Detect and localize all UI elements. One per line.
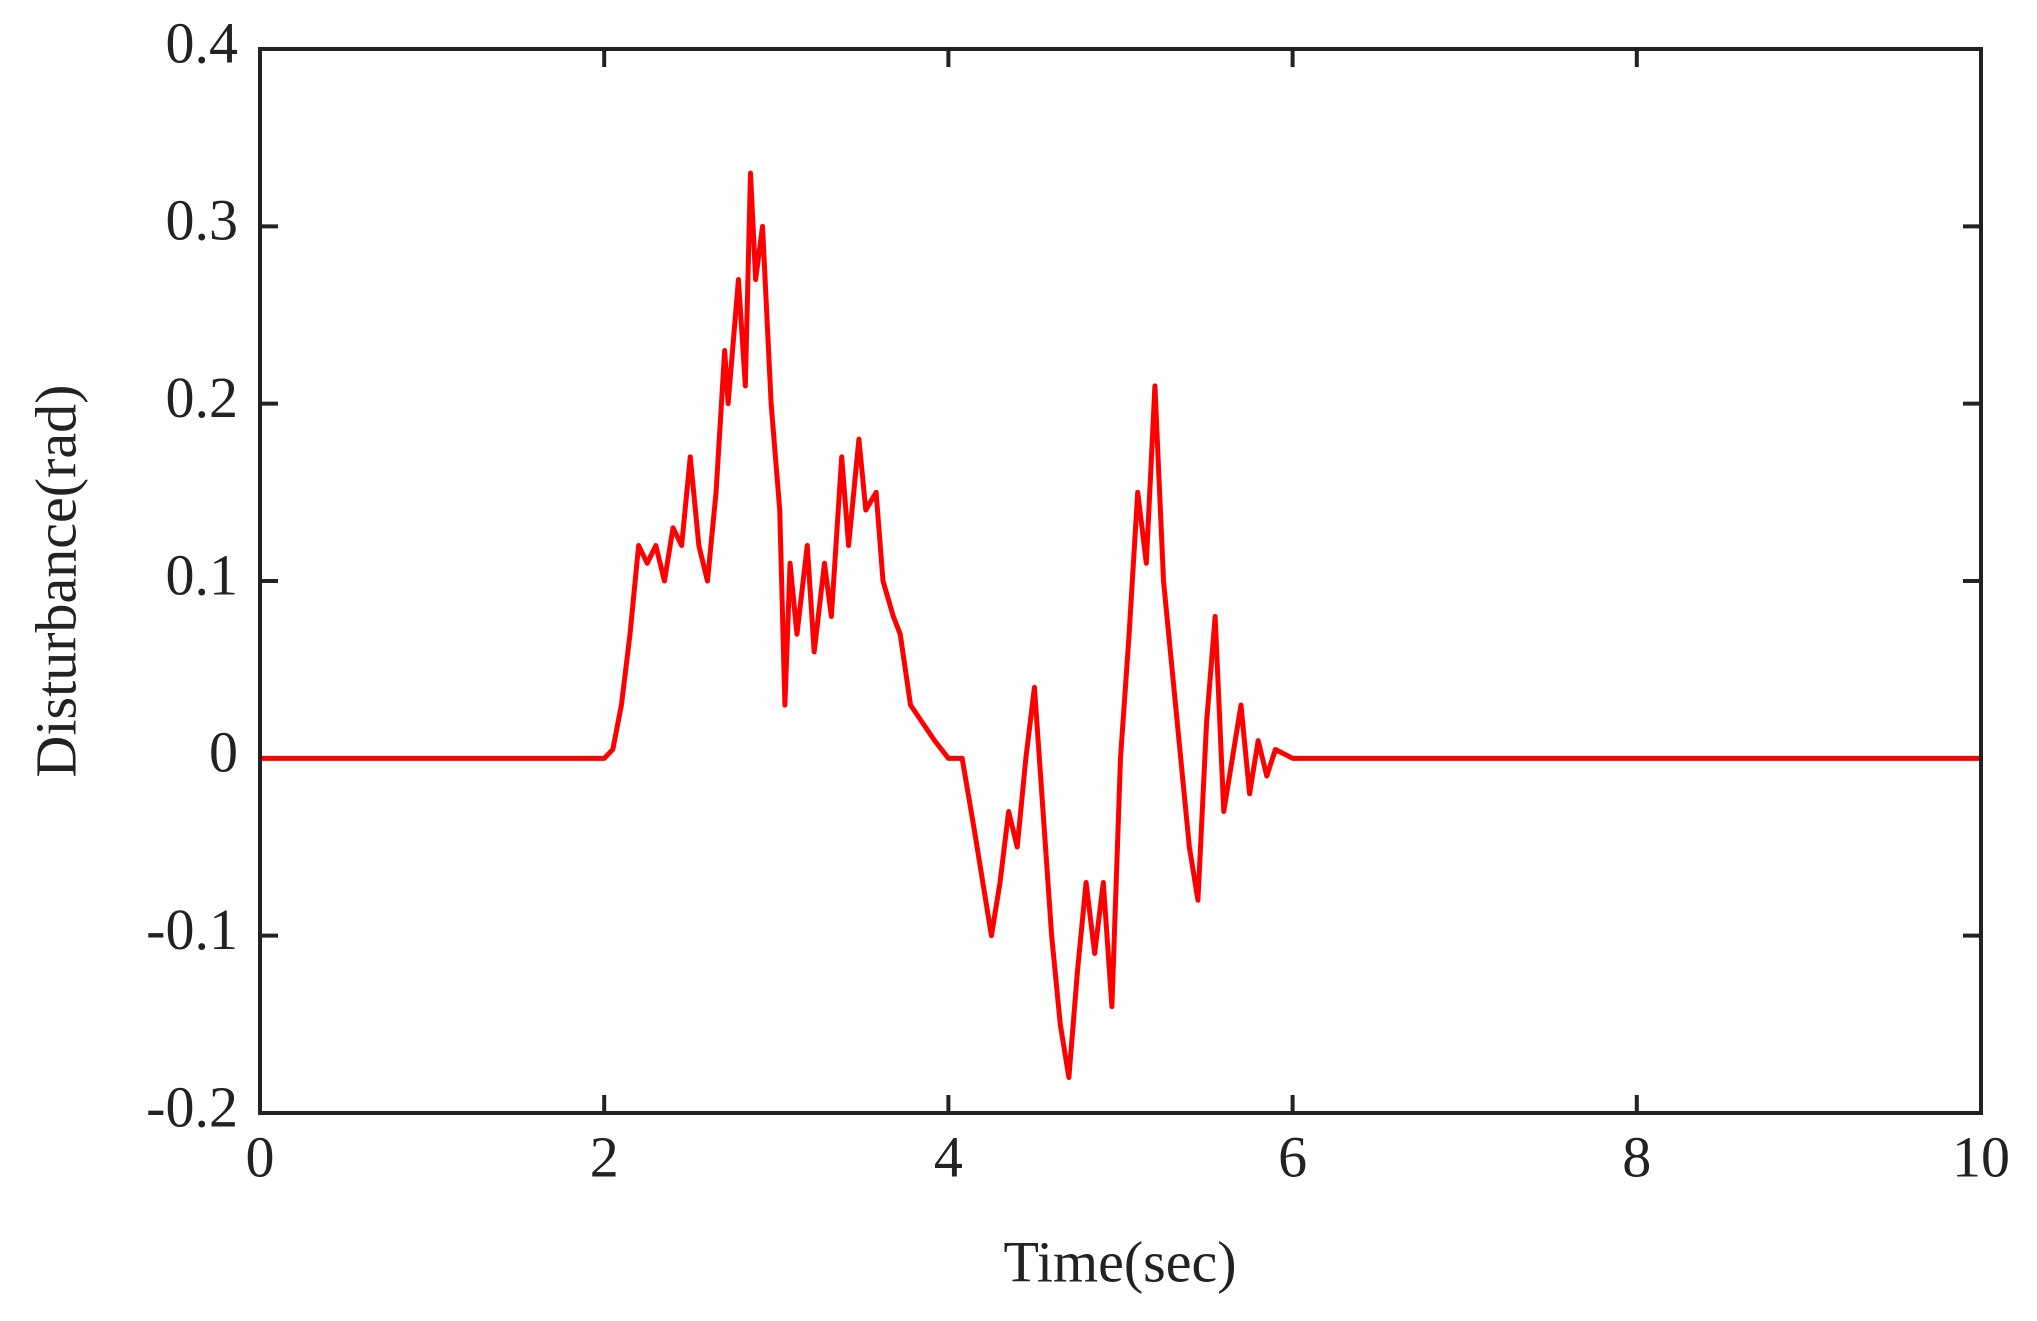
y-tick-label: 0.3 — [166, 188, 239, 253]
x-tick-label: 10 — [1952, 1124, 2010, 1189]
x-axis-label: Time(sec) — [1003, 1229, 1236, 1294]
plot-frame — [258, 47, 1983, 1115]
x-tick-label: 6 — [1278, 1124, 1307, 1189]
x-tick-label: 4 — [934, 1124, 963, 1189]
y-axis-label: Disturbance(rad) — [23, 385, 88, 778]
y-tick-label: 0 — [209, 720, 238, 785]
x-tick-label: 2 — [590, 1124, 619, 1189]
y-tick-label: 0.4 — [166, 10, 239, 75]
y-tick-label: -0.2 — [146, 1074, 238, 1139]
y-tick-label: -0.1 — [146, 897, 238, 962]
x-tick-label: 0 — [246, 1124, 275, 1189]
data-line — [260, 170, 1981, 1081]
x-tick-label: 8 — [1622, 1124, 1651, 1189]
y-tick-label: 0.2 — [166, 365, 239, 430]
y-tick-label: 0.1 — [166, 542, 239, 607]
